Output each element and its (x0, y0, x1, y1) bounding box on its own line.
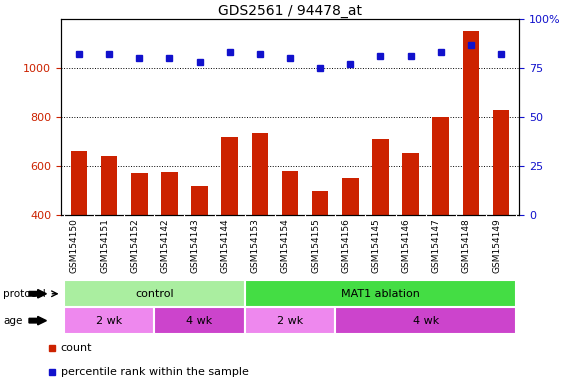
Text: GSM154146: GSM154146 (401, 218, 411, 273)
Bar (245, 280, 516, 307)
Text: GSM154151: GSM154151 (100, 218, 109, 273)
Text: GSM154152: GSM154152 (130, 218, 139, 273)
Text: GSM154156: GSM154156 (341, 218, 350, 273)
Text: GSM154145: GSM154145 (371, 218, 380, 273)
Text: 4 wk: 4 wk (412, 316, 439, 326)
Bar (64, 280, 245, 307)
Bar (154, 307, 245, 334)
Text: 4 wk: 4 wk (186, 316, 213, 326)
Text: 2 wk: 2 wk (96, 316, 122, 326)
Bar (71, 151, 87, 313)
Text: control: control (135, 289, 173, 299)
Bar (131, 174, 147, 313)
Text: GSM154148: GSM154148 (462, 218, 471, 273)
Bar (403, 152, 419, 313)
Text: GSM154154: GSM154154 (281, 218, 290, 273)
Bar (433, 117, 449, 313)
Bar (161, 172, 177, 313)
Bar (252, 133, 268, 313)
Bar (342, 178, 358, 313)
Text: GSM154149: GSM154149 (492, 218, 501, 273)
Bar (222, 137, 238, 313)
Text: GSM154155: GSM154155 (311, 218, 320, 273)
Bar (101, 156, 117, 313)
Text: GSM154142: GSM154142 (161, 218, 169, 273)
Bar (372, 139, 389, 313)
Text: count: count (61, 343, 92, 354)
Text: 2 wk: 2 wk (277, 316, 303, 326)
Text: percentile rank within the sample: percentile rank within the sample (61, 367, 249, 377)
Text: GSM154153: GSM154153 (251, 218, 260, 273)
Bar (282, 171, 298, 313)
Text: GSM154144: GSM154144 (221, 218, 230, 273)
Bar (191, 186, 208, 313)
Text: protocol: protocol (3, 289, 46, 299)
Bar (64, 307, 154, 334)
Bar (245, 307, 335, 334)
Text: GSM154147: GSM154147 (432, 218, 441, 273)
Bar (335, 307, 516, 334)
Text: GSM154150: GSM154150 (70, 218, 79, 273)
Text: GSM154143: GSM154143 (191, 218, 200, 273)
Title: GDS2561 / 94478_at: GDS2561 / 94478_at (218, 4, 362, 18)
Text: age: age (3, 316, 22, 326)
Bar (493, 110, 509, 313)
Bar (463, 31, 479, 313)
Bar (312, 190, 328, 313)
Text: MAT1 ablation: MAT1 ablation (341, 289, 420, 299)
